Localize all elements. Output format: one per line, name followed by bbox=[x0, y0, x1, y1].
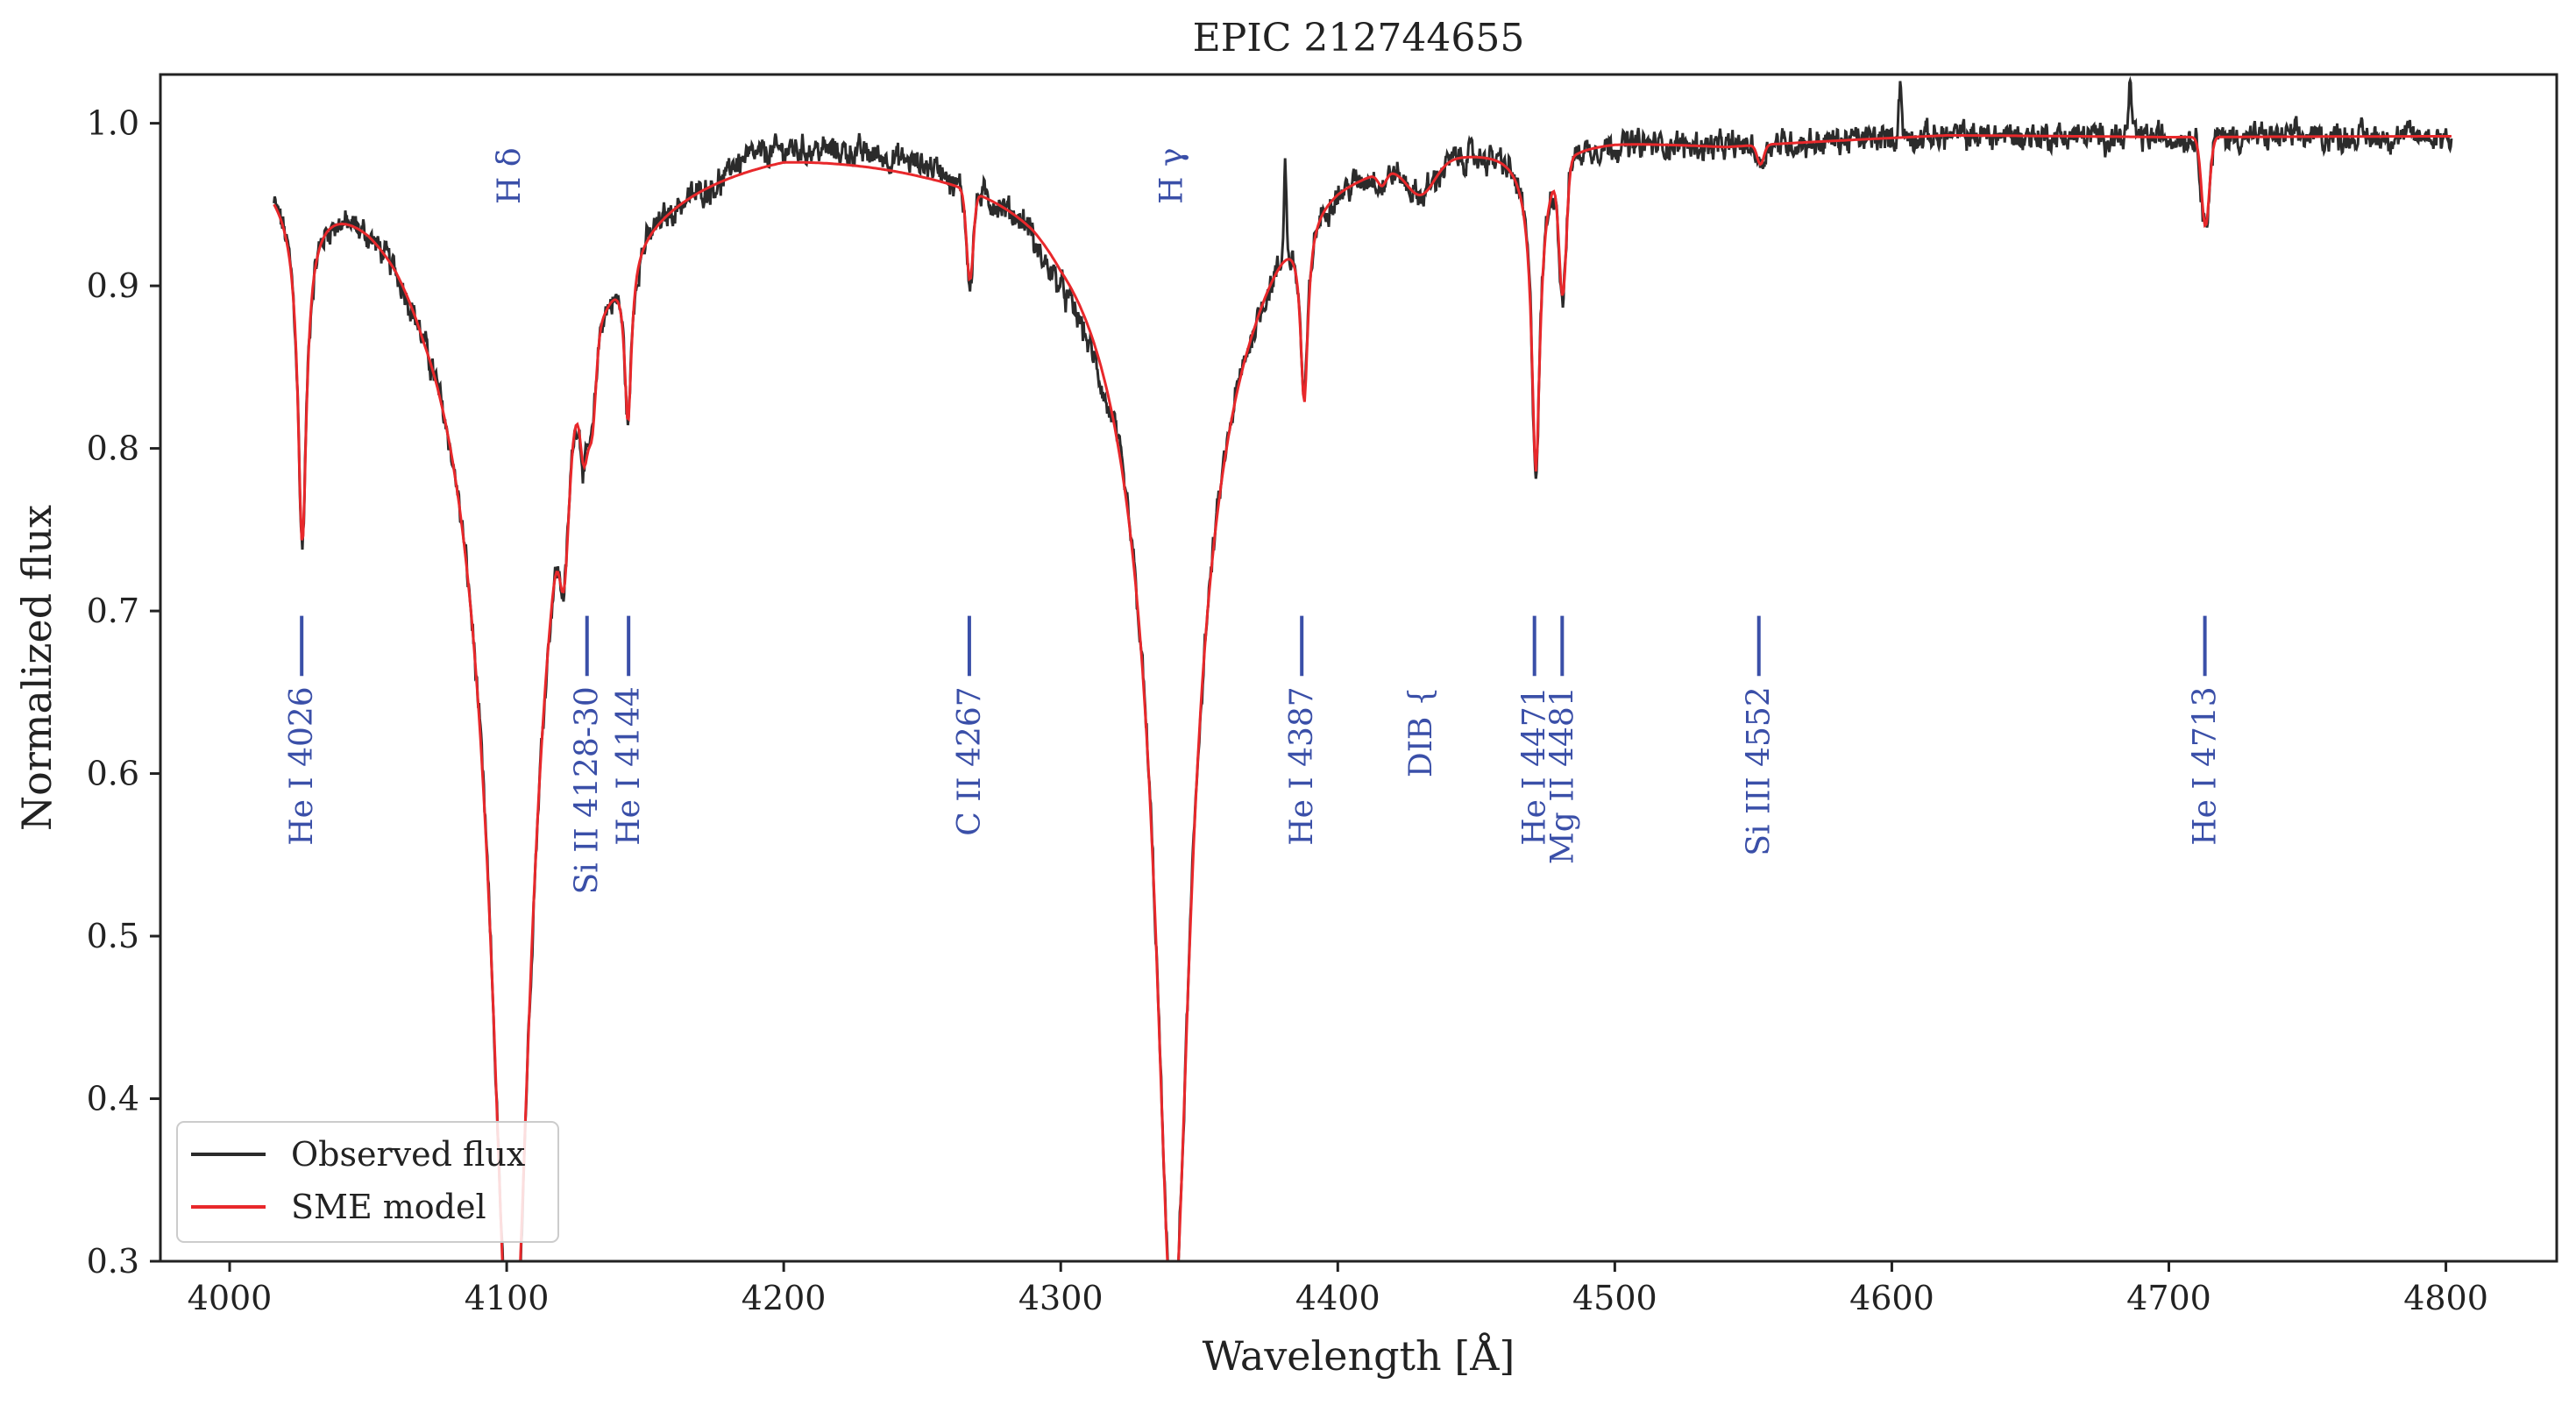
line-marker: Mg II 4481 bbox=[1544, 615, 1580, 864]
line-marker-label: He I 4387 bbox=[1284, 686, 1320, 845]
y-tick-label: 0.9 bbox=[87, 266, 139, 305]
y-axis-label: Normalized flux bbox=[13, 505, 60, 831]
x-tick-label: 4500 bbox=[1572, 1279, 1657, 1317]
series-sme-model bbox=[273, 133, 2452, 1261]
x-tick-label: 4400 bbox=[1295, 1279, 1380, 1317]
x-tick-label: 4600 bbox=[1849, 1279, 1934, 1317]
line-marker-label: He I 4713 bbox=[2188, 686, 2224, 845]
legend-box bbox=[176, 1121, 559, 1243]
line-marker: He I 4387 bbox=[1284, 615, 1320, 846]
line-marker-label: DIB { bbox=[1403, 686, 1439, 777]
line-marker-label: C II 4267 bbox=[952, 686, 988, 836]
y-tick-label: 0.3 bbox=[87, 1242, 139, 1281]
line-marker: He I 4713 bbox=[2188, 615, 2224, 846]
y-tick-label: 0.5 bbox=[87, 917, 139, 955]
line-marker-label: He I 4026 bbox=[284, 686, 320, 845]
line-marker-label: Si III 4552 bbox=[1742, 686, 1778, 855]
line-marker: Si III 4552 bbox=[1742, 615, 1778, 856]
y-tick-label: 0.8 bbox=[87, 429, 139, 468]
line-marker-label: Si II 4128-30 bbox=[570, 686, 606, 894]
chart-title: EPIC 212744655 bbox=[1193, 16, 1525, 60]
legend-label-observed: Observed flux bbox=[291, 1135, 525, 1174]
y-tick-label: 0.4 bbox=[87, 1080, 139, 1118]
line-marker: He I 4026 bbox=[284, 615, 320, 846]
y-tick-label: 0.7 bbox=[87, 592, 139, 630]
line-marker: He I 4144 bbox=[611, 615, 647, 846]
x-tick-label: 4000 bbox=[188, 1279, 273, 1317]
x-tick-label: 4700 bbox=[2126, 1279, 2211, 1317]
axes-frame bbox=[159, 73, 2558, 1263]
balmer-annotation: H δ bbox=[492, 147, 528, 204]
x-tick-label: 4100 bbox=[465, 1279, 550, 1317]
line-marker: DIB { bbox=[1403, 686, 1439, 777]
legend: Observed flux SME model bbox=[176, 1121, 559, 1243]
line-marker: Si II 4128-30 bbox=[570, 615, 606, 894]
line-marker-label: Mg II 4481 bbox=[1544, 686, 1580, 864]
y-tick-label: 0.6 bbox=[87, 755, 139, 793]
y-tick-label: 1.0 bbox=[87, 104, 139, 143]
plot-layer: He I 4026 Si II 4128-30 He I 4144 C II 4267… bbox=[273, 75, 2453, 1261]
y-axis-ticks: 0.3 0.4 0.5 0.6 0.7 0.8 0.9 1.0 bbox=[87, 104, 160, 1281]
line-marker: C II 4267 bbox=[952, 615, 988, 836]
line-marker-label: He I 4144 bbox=[611, 686, 647, 845]
x-tick-label: 4800 bbox=[2403, 1279, 2488, 1317]
balmer-annotation: H γ bbox=[1154, 147, 1190, 203]
line-marker: He I 4471 bbox=[1517, 615, 1553, 846]
x-tick-label: 4300 bbox=[1018, 1279, 1103, 1317]
x-tick-label: 4200 bbox=[742, 1279, 827, 1317]
line-marker-label: He I 4471 bbox=[1517, 686, 1553, 845]
x-axis-ticks: 4000 4100 4200 4300 4400 4500 4600 4700 4800 bbox=[188, 1261, 2488, 1317]
x-axis-label: Wavelength [Å] bbox=[1203, 1331, 1515, 1380]
legend-label-model: SME model bbox=[291, 1188, 486, 1226]
